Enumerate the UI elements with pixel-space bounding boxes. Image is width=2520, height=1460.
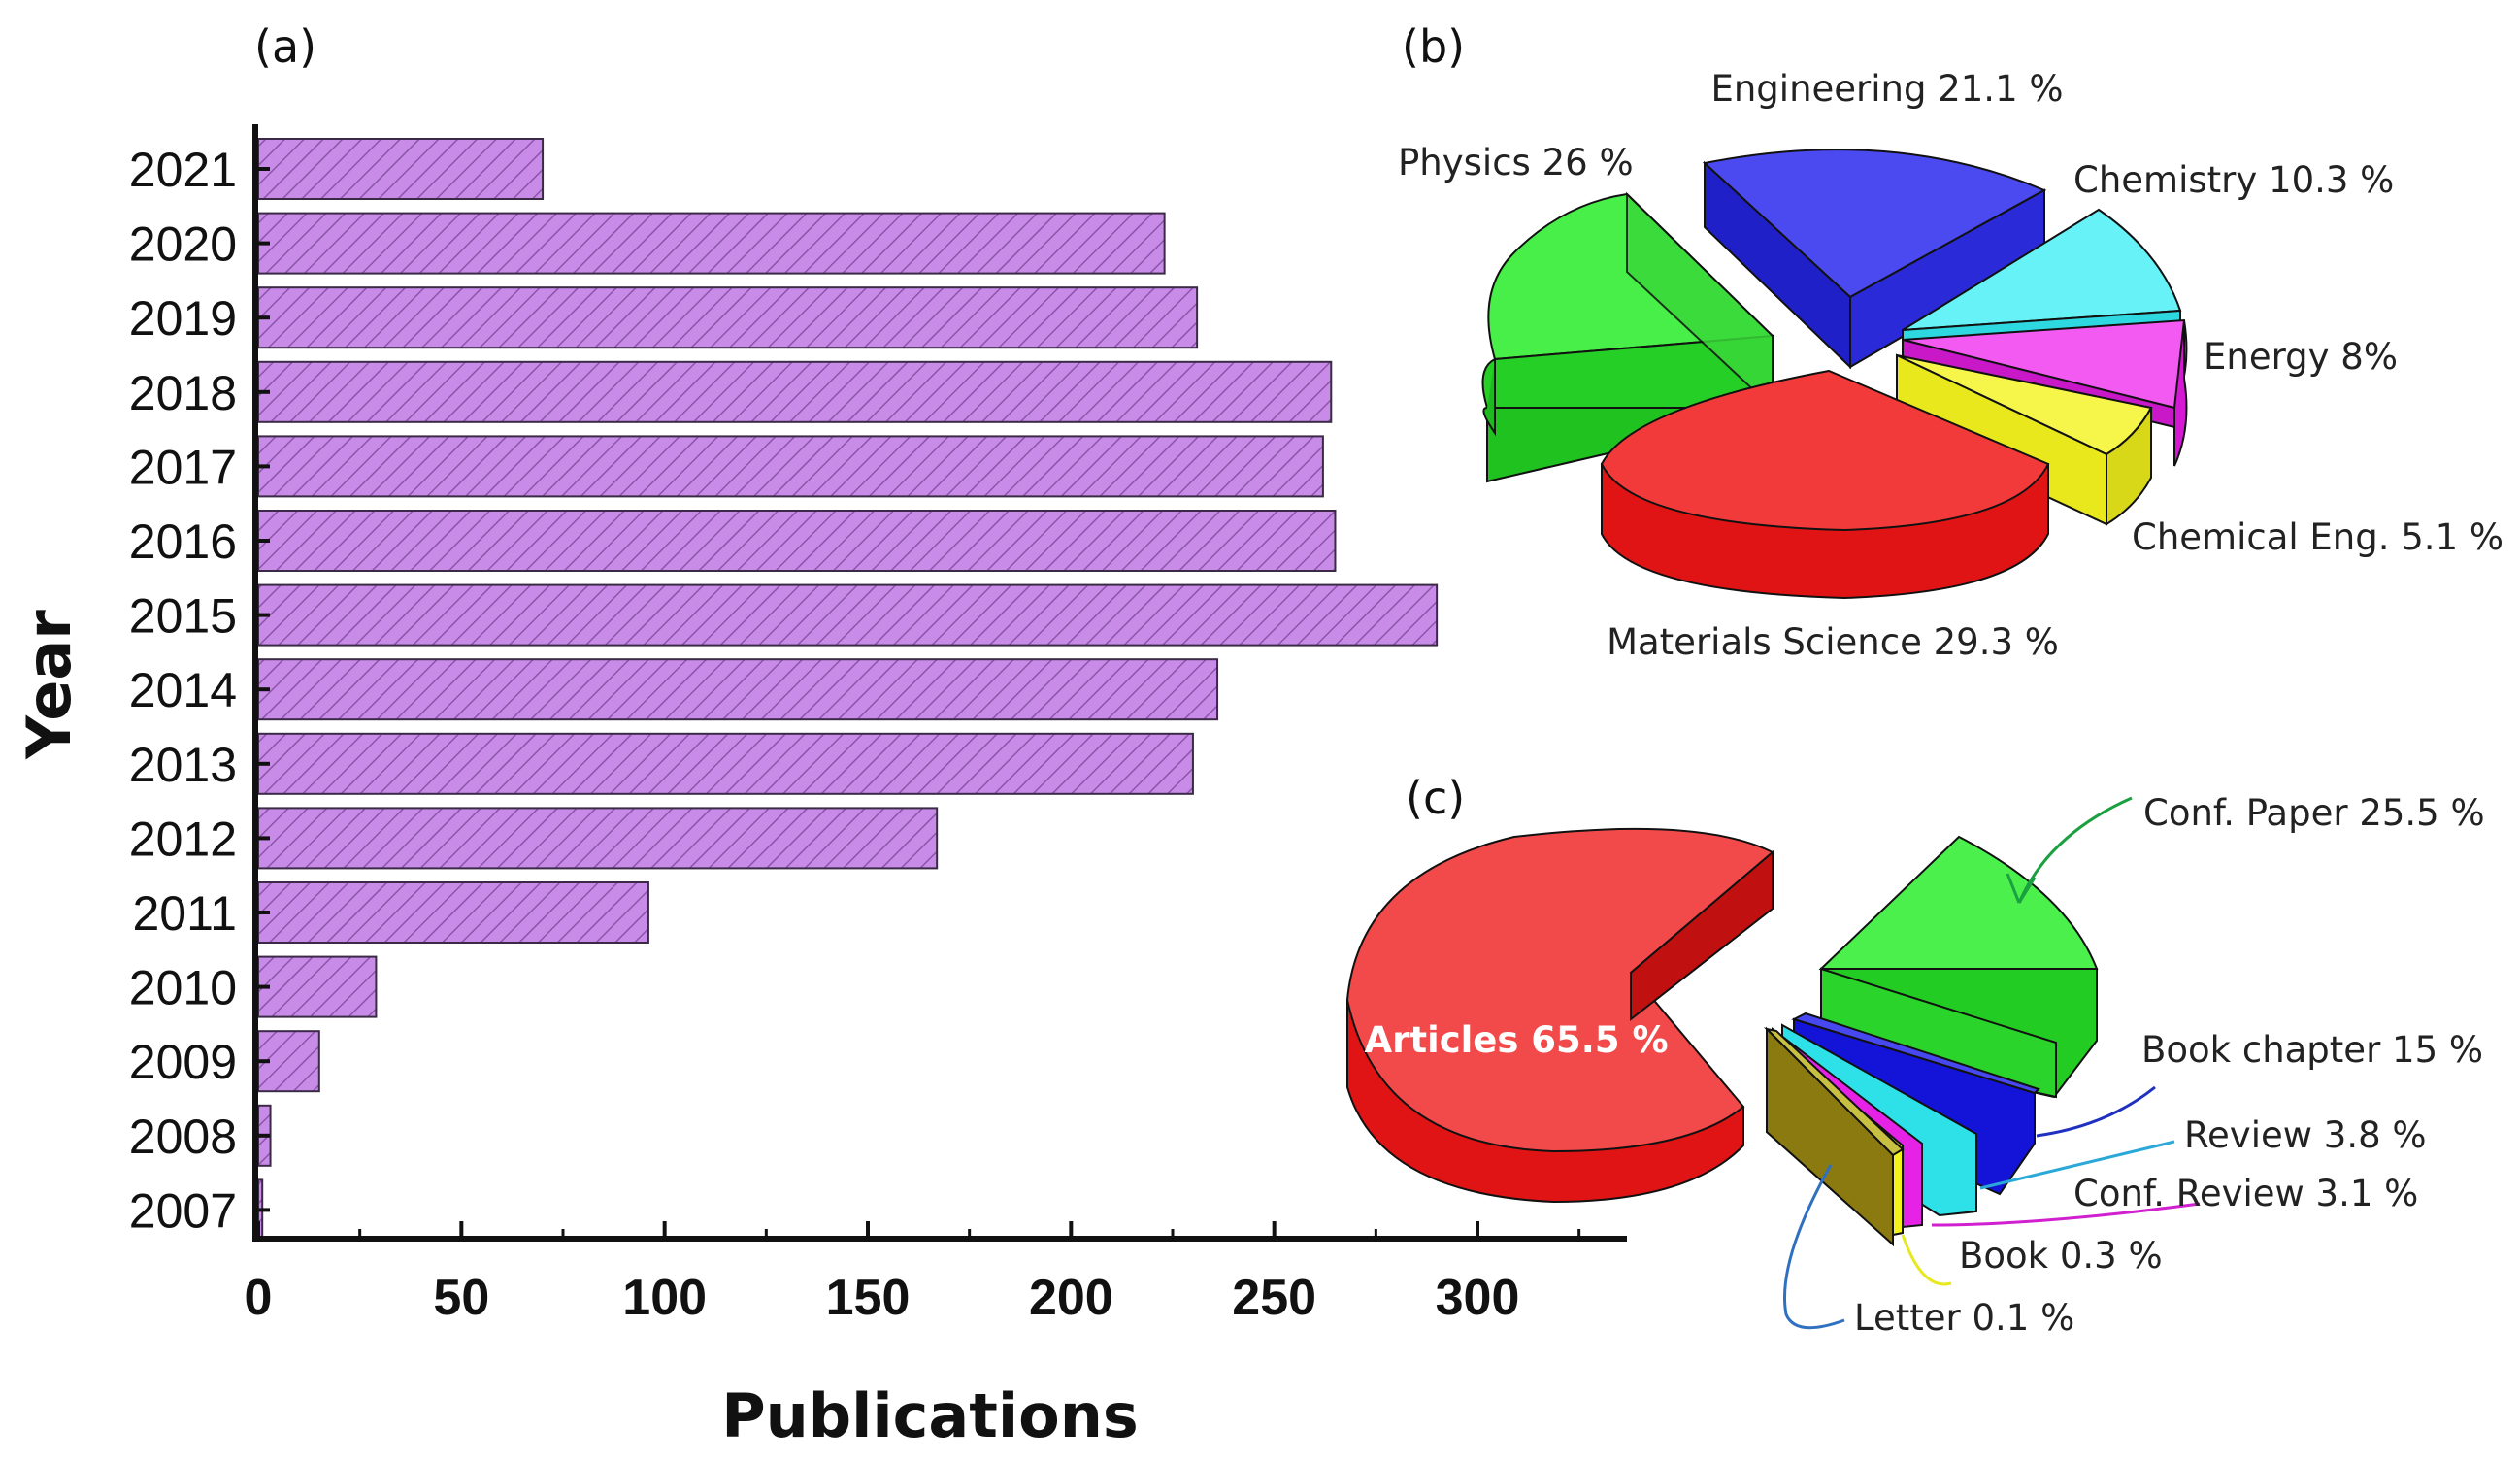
leader-lines (1782, 796, 2201, 1330)
pie-slice-letter (1763, 1026, 1905, 1247)
bar-series (257, 138, 1439, 1242)
x-tick-label-250: 250 (1232, 1270, 1316, 1326)
leader-book (1901, 1234, 1952, 1286)
pie-c-label-6: Letter 0.1 % (1854, 1297, 2074, 1339)
y-tick-label-2012: 2012 (129, 812, 237, 866)
bar-2013 (257, 732, 1194, 795)
y-tick-label-2020: 2020 (129, 217, 237, 272)
panel-c-label: (c) (1406, 772, 1465, 824)
y-axis-title: Year (14, 610, 84, 760)
pie-slice-chemical-eng (1896, 353, 2153, 526)
arrow-conf-paper-icon (2006, 873, 2037, 904)
pie-b-label-0: Engineering 21.1 % (1710, 68, 2063, 110)
leader-book-chapter (2036, 1085, 2156, 1138)
pie-c-label-4: Conf. Review 3.1 % (2073, 1173, 2418, 1214)
pie-b-label-5: Physics 26 % (1398, 142, 1634, 183)
pie-c-label-3: Review 3.8 % (2184, 1114, 2427, 1156)
y-tick-label-2008: 2008 (129, 1110, 237, 1164)
bar-2010 (257, 955, 378, 1018)
x-axis-title: Publications (721, 1380, 1139, 1451)
y-tick-label-2009: 2009 (129, 1035, 237, 1089)
bar-2016 (257, 510, 1337, 572)
bar-2021 (257, 138, 545, 200)
x-tick-label-150: 150 (826, 1270, 911, 1326)
leader-letter (1782, 1164, 1845, 1330)
bar-2017 (257, 435, 1324, 498)
y-tick-label-2007: 2007 (129, 1183, 237, 1238)
pie-c-labels: Articles 65.5 % Conf. Paper 25.5 % Book ch… (1364, 792, 2484, 1339)
pie-slice-materials-science (1600, 369, 2050, 600)
pie-chart-panel-c: (c) (1345, 772, 2485, 1339)
bar-2015 (257, 583, 1439, 647)
bar-2020 (257, 212, 1166, 275)
pie-c-label-1: Conf. Paper 25.5 % (2143, 792, 2485, 834)
y-tick-labels: 2021 2020 2019 2018 2017 2016 2015 2014 2013 2012… (129, 143, 237, 1238)
bar-2018 (257, 360, 1333, 423)
pie-b-label-3: Chemical Eng. 5.1 % (2132, 516, 2503, 558)
y-tick-label-2010: 2010 (129, 961, 237, 1015)
bar-2019 (257, 286, 1199, 349)
y-tick-label-2019: 2019 (129, 291, 237, 346)
leader-conf-review (1931, 1202, 2201, 1227)
y-tick-label-2016: 2016 (129, 514, 237, 569)
bar-2012 (257, 807, 939, 870)
y-tick-label-2018: 2018 (129, 366, 237, 420)
leader-conf-paper (2017, 796, 2133, 904)
pie-b-label-2: Energy 8% (2204, 336, 2398, 378)
y-tick-label-2021: 2021 (129, 143, 237, 197)
bar-2011 (257, 881, 649, 944)
pie-slice-physics (1481, 191, 1775, 483)
y-tick-label-2011: 2011 (132, 886, 237, 941)
x-tick-label-0: 0 (245, 1270, 273, 1326)
y-tick-label-2013: 2013 (129, 738, 237, 792)
pie-c-label-0: Articles 65.5 % (1364, 1019, 1668, 1061)
pie-b-label-4: Materials Science 29.3 % (1607, 621, 2059, 663)
pie-c-label-5: Book 0.3 % (1959, 1235, 2163, 1277)
pie-c-label-2: Book chapter 15 % (2141, 1029, 2483, 1071)
panel-a-label: (a) (254, 20, 316, 73)
y-tick-label-2017: 2017 (129, 440, 237, 494)
panel-b-label: (b) (1402, 20, 1465, 73)
x-tick-label-100: 100 (622, 1270, 707, 1326)
x-tick-label-300: 300 (1436, 1270, 1520, 1326)
y-tick-label-2014: 2014 (129, 663, 237, 717)
pie-slice-engineering (1702, 149, 2047, 370)
pie-b-label-1: Chemistry 10.3 % (2073, 159, 2394, 201)
x-ticks: 0 50 100 150 200 250 300 (245, 167, 1581, 1326)
bar-chart-panel: (a) 2021 2020 2019 2018 2017 2016 2015 2014 2013… (14, 20, 1627, 1451)
y-tick-label-2015: 2015 (129, 589, 237, 644)
leader-review (1979, 1140, 2175, 1190)
x-tick-label-50: 50 (433, 1270, 489, 1326)
bar-2014 (257, 658, 1219, 721)
x-tick-label-200: 200 (1029, 1270, 1113, 1326)
pie-slice-articles (1345, 827, 1774, 1204)
pie-b-labels: Engineering 21.1 % Chemistry 10.3 % Energy… (1398, 68, 2503, 663)
pie-chart-panel-b: (b) (1398, 20, 2503, 663)
pie-slice-conf-paper (1818, 835, 2099, 1099)
